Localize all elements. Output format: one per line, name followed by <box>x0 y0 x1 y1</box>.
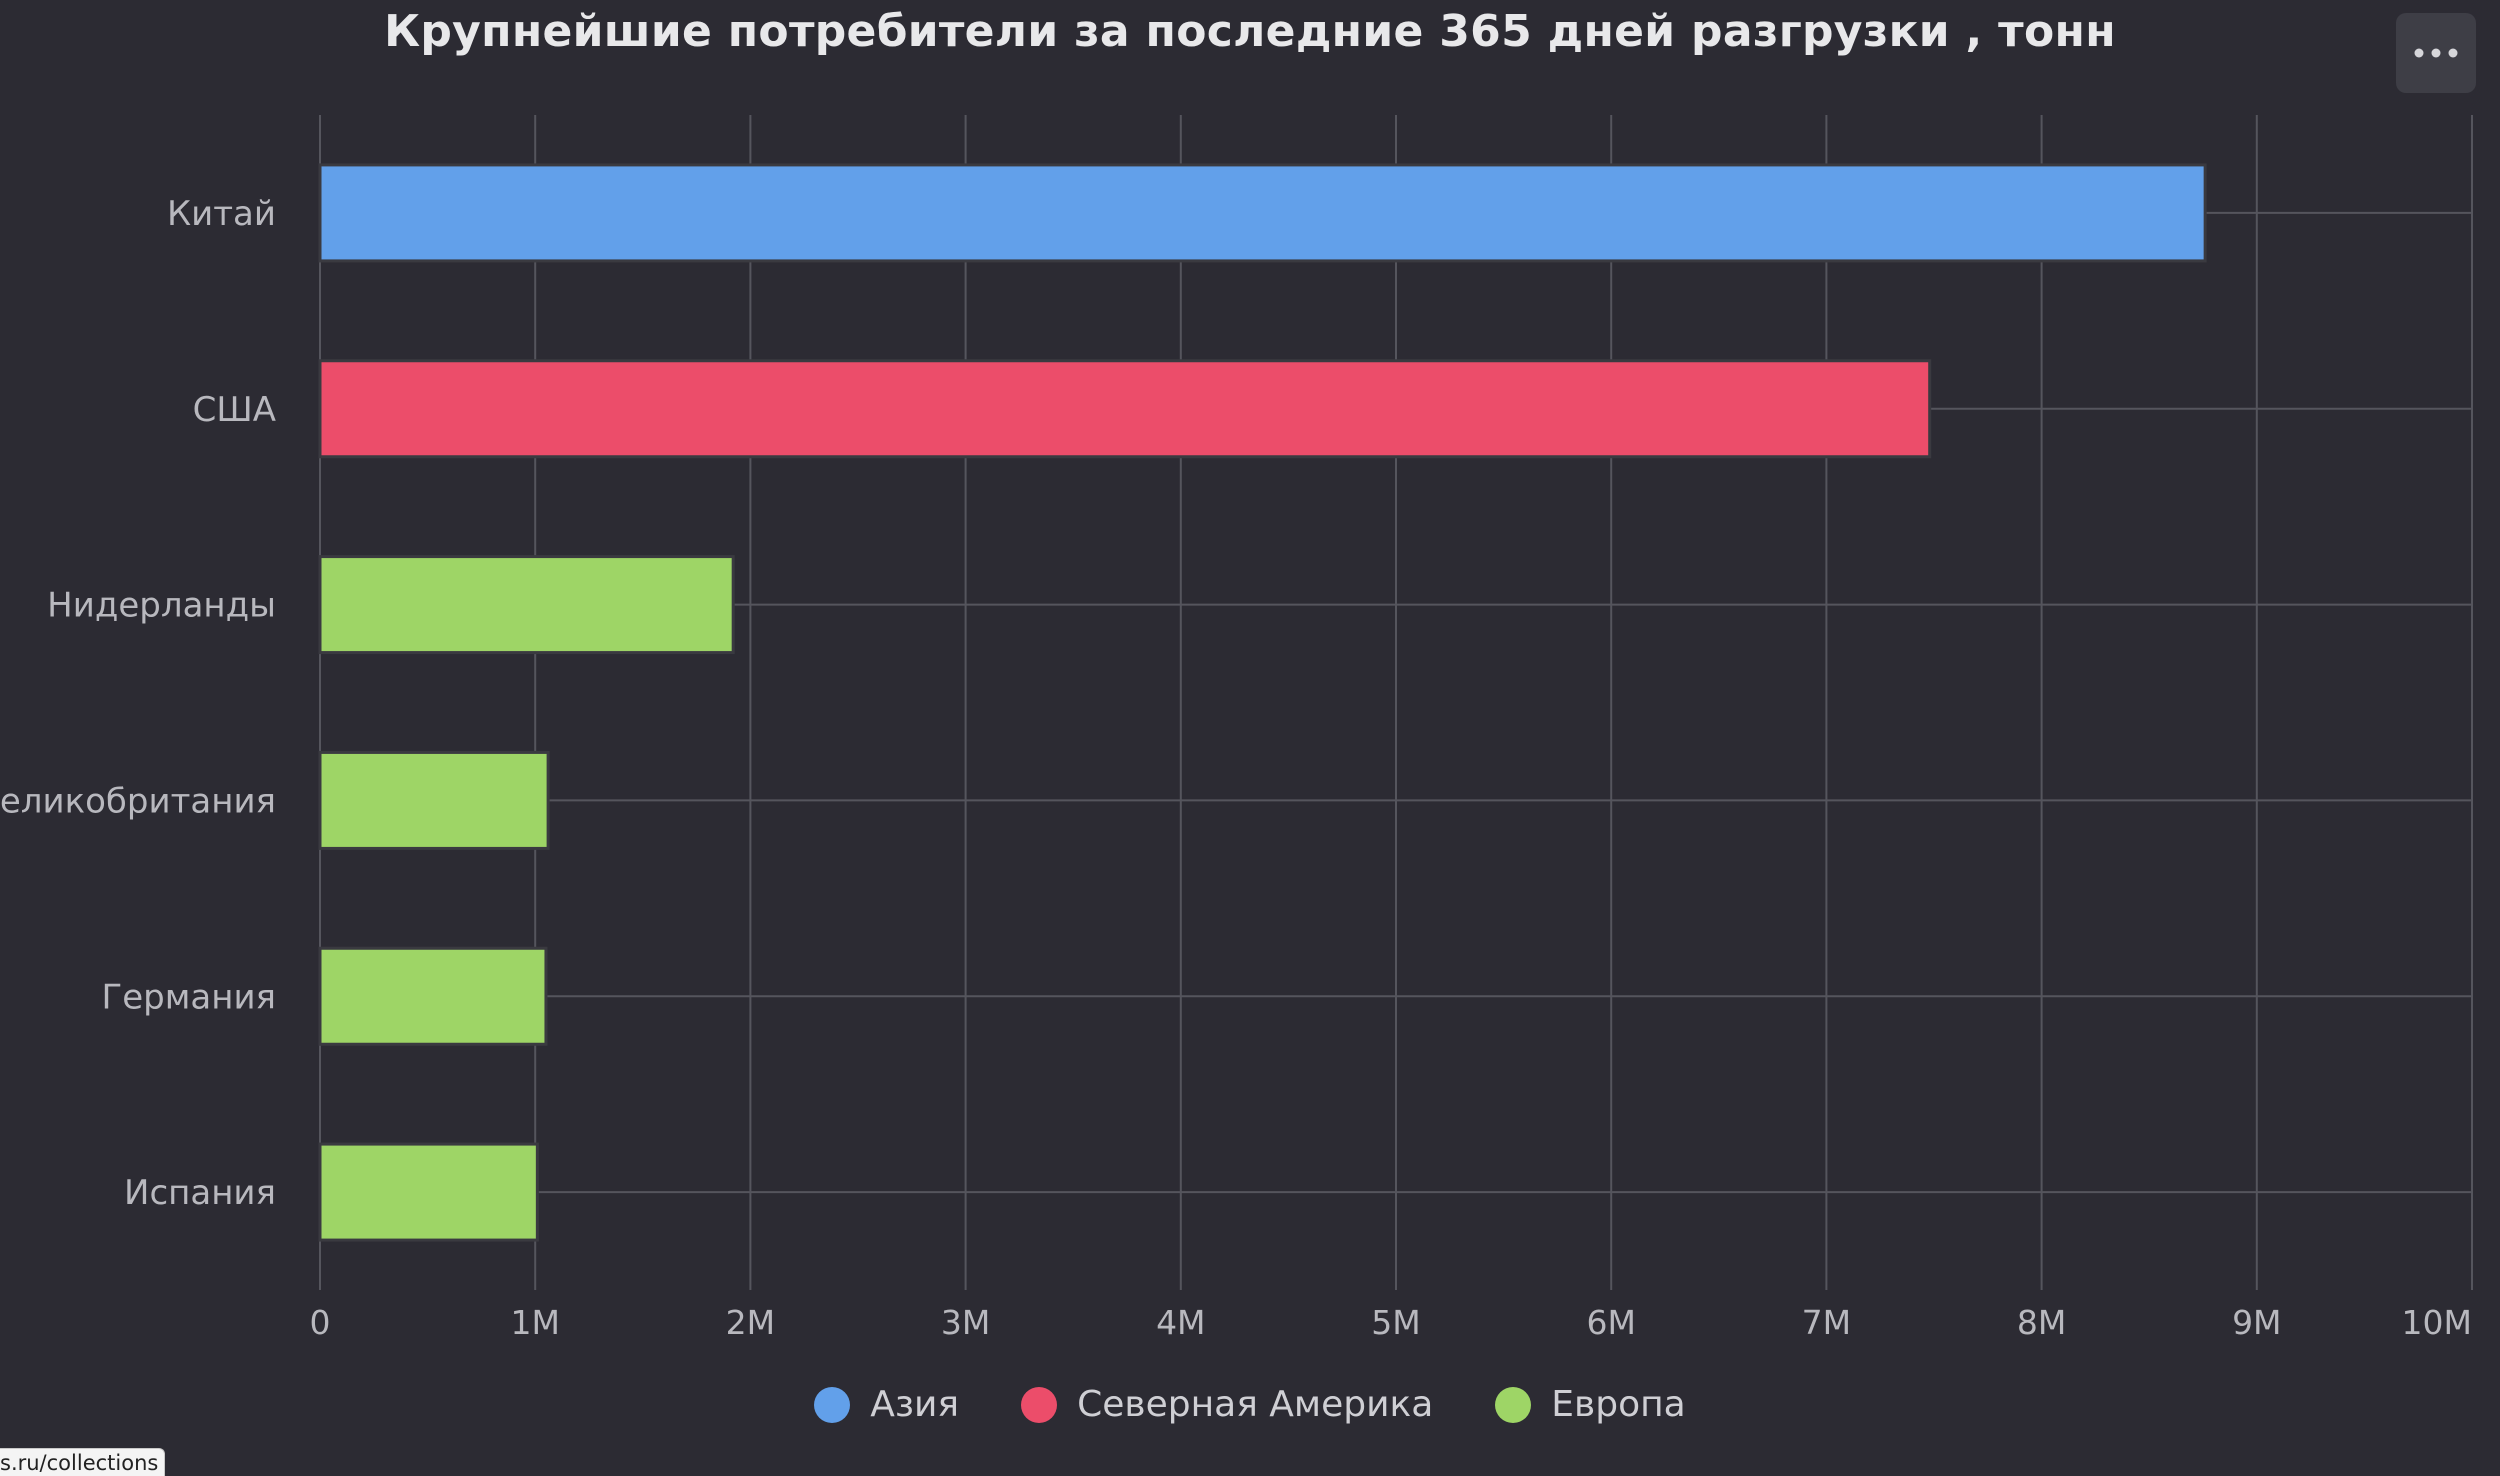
category-label-1: США <box>193 390 276 430</box>
chart-menu-button[interactable] <box>2396 13 2476 93</box>
legend-dot-asia-icon <box>814 1386 851 1423</box>
bar-3 <box>318 750 550 850</box>
bar-1 <box>318 359 1932 459</box>
category-label-2: Нидерланды <box>47 586 276 626</box>
legend-item-asia[interactable]: Азия <box>814 1384 959 1425</box>
x-tick-label-1: 1M <box>510 1303 559 1342</box>
x-tick-label-4: 4M <box>1156 1303 1205 1342</box>
category-label-0: Китай <box>167 194 276 234</box>
x-tick-label-2: 2M <box>726 1303 775 1342</box>
x-tick-label-7: 7M <box>1802 1303 1851 1342</box>
legend-label-asia: Азия <box>870 1384 960 1425</box>
bar-5 <box>318 1142 539 1242</box>
chart-title: Крупнейшие потребители за последние 365 … <box>384 6 2116 57</box>
legend-label-north-america: Северная Америка <box>1077 1384 1434 1425</box>
category-label-5: Испания <box>124 1173 276 1213</box>
x-tick-label-5: 5M <box>1371 1303 1420 1342</box>
category-label-3: Великобритания <box>0 781 276 821</box>
ellipsis-icon <box>2414 48 2458 58</box>
legend-item-north-america[interactable]: Северная Америка <box>1021 1384 1433 1425</box>
x-tick-label-0: 0 <box>310 1303 331 1342</box>
legend-label-europe: Европа <box>1551 1384 1686 1425</box>
bar-4 <box>318 946 548 1046</box>
bar-2 <box>318 555 735 655</box>
legend-dot-europe-icon <box>1495 1386 1532 1423</box>
x-tick-label-10: 10M <box>2402 1303 2472 1342</box>
bar-0 <box>318 163 2207 263</box>
category-label-4: Германия <box>102 977 277 1017</box>
legend-dot-north-america-icon <box>1021 1386 1058 1423</box>
x-tick-label-9: 9M <box>2232 1303 2281 1342</box>
legend: Азия Северная Америка Европа <box>0 1384 2500 1425</box>
x-tick-label-3: 3M <box>941 1303 990 1342</box>
legend-item-europe[interactable]: Европа <box>1495 1384 1686 1425</box>
x-tick-label-6: 6M <box>1586 1303 1635 1342</box>
x-tick-label-8: 8M <box>2017 1303 2066 1342</box>
status-url-tooltip: s.ru/collections <box>0 1448 166 1476</box>
